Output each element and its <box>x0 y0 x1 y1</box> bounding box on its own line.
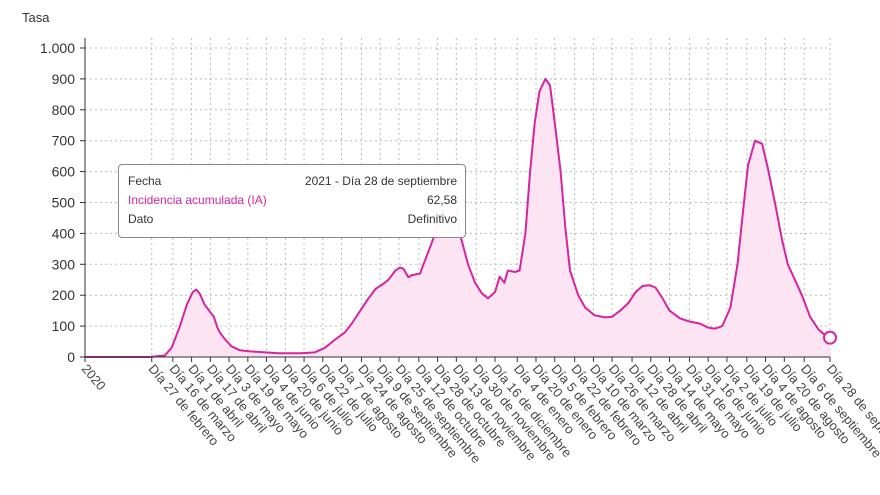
y-axis-title: Tasa <box>22 10 50 25</box>
y-tick-label: 800 <box>52 102 76 118</box>
y-tick-label: 100 <box>52 318 76 334</box>
tooltip-dato-value: Definitivo <box>407 212 457 226</box>
y-tick-label: 400 <box>52 225 76 241</box>
x-tick-label: 2020 <box>79 361 109 393</box>
y-tick-label: 500 <box>52 195 76 211</box>
y-tick-label: 900 <box>52 71 76 87</box>
y-tick-label: 0 <box>67 349 75 365</box>
tooltip-ia-label: Incidencia acumulada (IA) <box>128 193 267 207</box>
highlighted-point <box>823 330 837 345</box>
y-tick-label: 300 <box>52 256 76 272</box>
y-tick-label: 600 <box>52 164 76 180</box>
series-line <box>85 77 831 358</box>
tooltip-ia-value: 62,58 <box>426 193 457 207</box>
tooltip-dato-label: Dato <box>128 212 154 226</box>
y-tick-label: 700 <box>52 133 76 149</box>
tooltip-fecha-label: Fecha <box>128 174 162 188</box>
y-tick-label: 1.000 <box>40 40 75 56</box>
tooltip-fecha-value: 2021 - Día 28 de septiembre <box>304 174 457 188</box>
y-tick-label: 200 <box>52 287 76 303</box>
tooltip: Fecha 2021 - Día 28 de septiembre Inciden… <box>118 164 466 238</box>
